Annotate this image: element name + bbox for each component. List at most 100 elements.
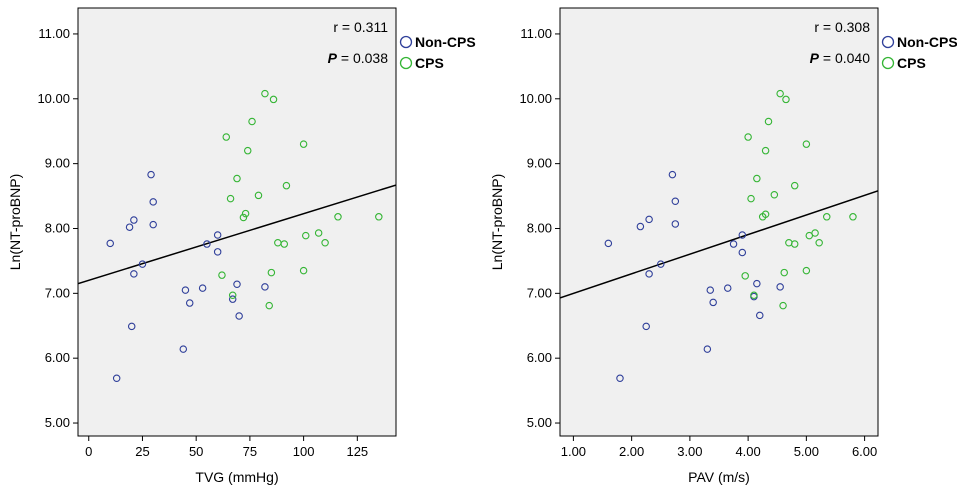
cps-point <box>761 146 770 155</box>
x-tick-label: 50 <box>189 444 203 459</box>
x-tick-label: 1.00 <box>561 444 586 459</box>
y-tick-label: 6.00 <box>527 350 552 365</box>
cps-point <box>747 194 755 203</box>
y-tick-label: 7.00 <box>45 285 70 300</box>
x-tick-label: 100 <box>293 444 315 459</box>
cps-point <box>248 117 256 126</box>
non-cps-point <box>233 280 241 289</box>
cps-point <box>741 272 749 280</box>
cps-point <box>790 240 799 248</box>
cps-point <box>239 213 248 222</box>
y-tick-label: 10.00 <box>519 91 552 106</box>
cps-point <box>233 174 241 183</box>
x-tick-label: 5.00 <box>794 444 819 459</box>
x-axis-label: TVG (mmHg) <box>195 469 278 485</box>
non-cps-point <box>753 279 761 288</box>
plot-area <box>77 7 397 437</box>
y-tick-label: 7.00 <box>527 285 552 300</box>
p-value: = 0.040 <box>819 50 870 66</box>
legend-non-cps-marker <box>399 35 413 49</box>
cps-point <box>254 191 263 200</box>
non-cps-point <box>125 223 134 231</box>
cps-point <box>764 117 773 126</box>
cps-point <box>776 89 784 98</box>
non-cps-point <box>106 239 114 248</box>
cps-point <box>299 140 308 148</box>
cps-point <box>218 271 226 279</box>
non-cps-point <box>636 222 645 231</box>
x-tick-label: 125 <box>346 444 368 459</box>
x-tick-label: 2.00 <box>619 444 644 459</box>
cps-point <box>753 174 761 183</box>
non-cps-point <box>261 283 269 291</box>
cps-point <box>779 301 787 310</box>
non-cps-point <box>645 270 653 278</box>
legend-non-cps-marker <box>881 35 895 49</box>
non-cps-point <box>706 286 715 294</box>
x-tick-label: 6.00 <box>852 444 877 459</box>
cps-point <box>243 146 252 155</box>
p-value: = 0.038 <box>337 50 388 66</box>
cps-point <box>780 268 788 277</box>
y-tick-label: 9.00 <box>527 156 552 171</box>
cps-point <box>299 266 308 275</box>
non-cps-point <box>776 283 784 291</box>
non-cps-point <box>213 248 222 256</box>
y-axis-label: Ln(NT-proBNP) <box>7 174 23 270</box>
cps-point <box>770 191 779 199</box>
non-cps-point <box>228 295 237 303</box>
cps-point <box>782 95 790 104</box>
non-cps-point <box>185 299 194 307</box>
non-cps-point <box>138 260 147 268</box>
non-cps-point <box>149 220 157 229</box>
non-cps-point <box>604 239 613 248</box>
legend-non-cps-label: Non-CPS <box>415 34 476 50</box>
fit-line <box>78 184 396 285</box>
x-tick-label: 25 <box>135 444 149 459</box>
x-tick-label: 0 <box>85 444 92 459</box>
non-cps-point <box>213 231 222 239</box>
non-cps-point <box>729 240 738 248</box>
y-tick-label: 6.00 <box>45 350 70 365</box>
cps-point <box>334 213 342 221</box>
cps-point <box>849 213 857 221</box>
cps-point <box>282 181 291 190</box>
y-tick-label: 8.00 <box>527 220 552 235</box>
fit-line <box>560 190 878 299</box>
non-cps-point <box>616 374 624 383</box>
y-tick-label: 5.00 <box>45 415 70 430</box>
non-cps-point <box>179 345 188 353</box>
non-cps-point <box>642 322 650 331</box>
cps-point <box>375 213 383 221</box>
plot-area <box>559 7 879 437</box>
non-cps-point <box>181 286 190 294</box>
y-tick-label: 5.00 <box>527 415 552 430</box>
chart-panel-1: 5.00 6.00 7.00 8.00 9.00 10.00 11.00 0 25 50 75 100… <box>7 7 476 485</box>
x-tick-label: 3.00 <box>677 444 702 459</box>
cps-point <box>267 268 276 277</box>
y-tick-label: 9.00 <box>45 156 70 171</box>
cps-point <box>222 133 231 141</box>
y-tick-label: 11.00 <box>520 26 552 41</box>
cps-point <box>750 291 758 300</box>
non-cps-point <box>203 240 211 248</box>
cps-point <box>314 229 323 237</box>
cps-point <box>269 95 278 104</box>
cps-point <box>790 181 799 190</box>
cps-point <box>822 213 831 221</box>
non-cps-point <box>756 311 764 320</box>
y-tick-label: 10.00 <box>37 91 70 106</box>
cps-point <box>228 291 237 300</box>
cps-point <box>811 229 819 237</box>
legend-cps-label: CPS <box>415 55 444 71</box>
r-value-label: r = 0.311 <box>333 19 388 35</box>
cps-point <box>302 231 310 240</box>
cps-point <box>815 239 823 247</box>
non-cps-point <box>645 215 653 224</box>
non-cps-point <box>671 197 680 205</box>
x-tick-label: 75 <box>243 444 257 459</box>
y-tick-label: 11.00 <box>38 26 70 41</box>
non-cps-point <box>198 284 207 292</box>
cps-point <box>261 89 269 98</box>
